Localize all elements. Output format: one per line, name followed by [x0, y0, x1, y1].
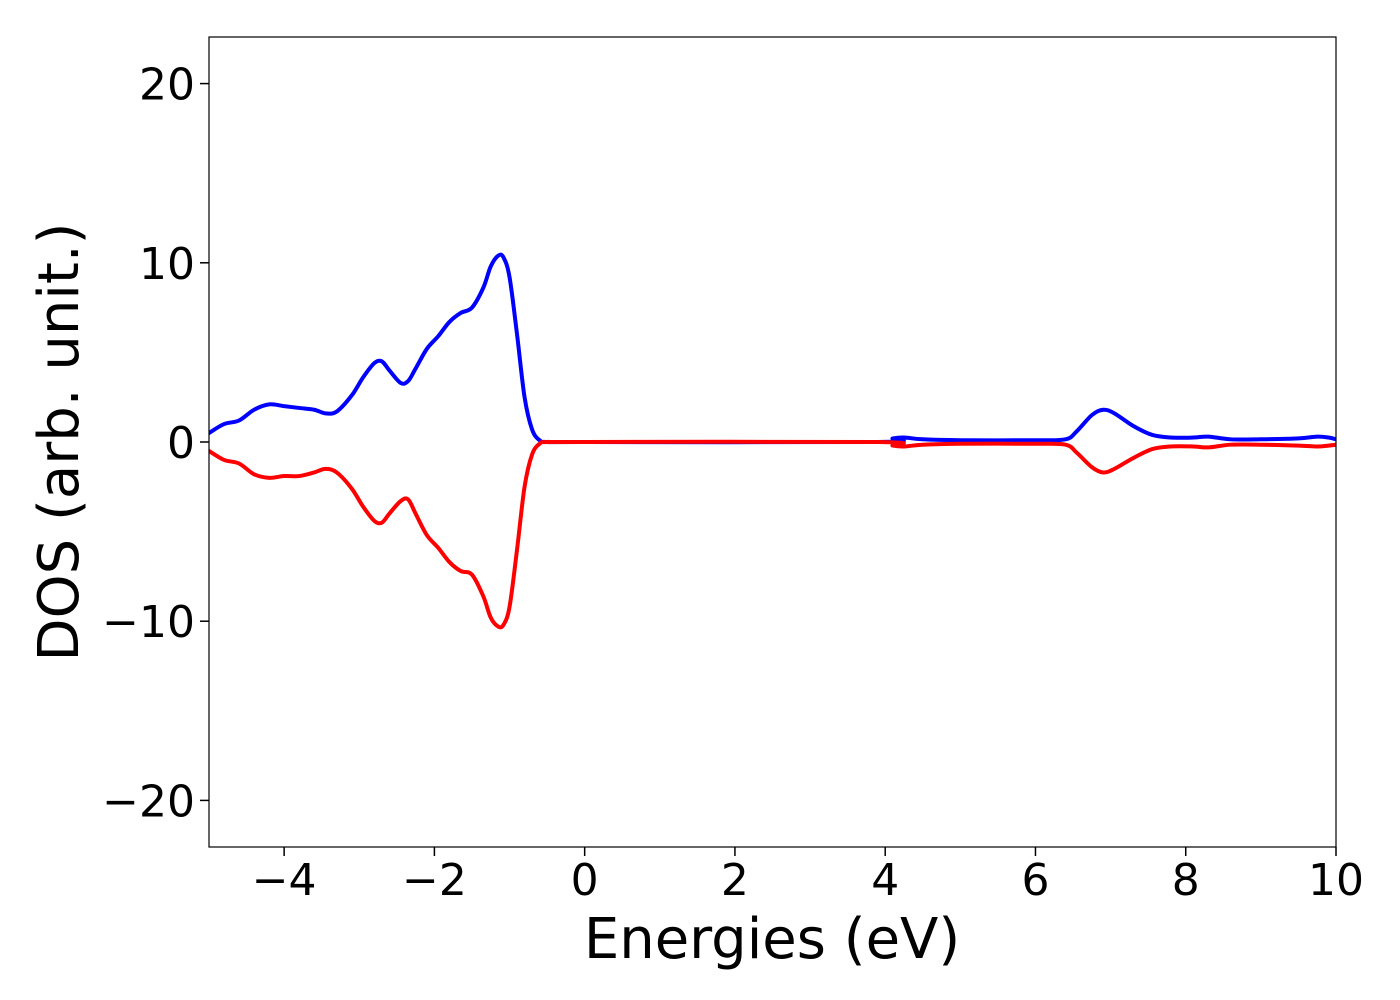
series-line-2 — [209, 439, 1336, 630]
x-tick-label: 0 — [571, 855, 599, 906]
x-tick-label: 8 — [1172, 855, 1200, 906]
y-tick-label: 0 — [167, 418, 195, 469]
y-tick-label: 20 — [139, 60, 195, 111]
y-axis-label: DOS (arb. unit.) — [27, 222, 92, 661]
x-tick-label: −2 — [402, 855, 467, 906]
y-tick-label: −10 — [102, 597, 195, 648]
x-tick-label: −4 — [252, 855, 317, 906]
x-tick-label: 4 — [871, 855, 899, 906]
x-tick-label: 2 — [721, 855, 749, 906]
series-line-1 — [209, 252, 1336, 445]
series-layer — [209, 252, 1336, 630]
x-tick-label: 10 — [1308, 855, 1364, 906]
y-tick-label: 10 — [139, 239, 195, 290]
x-axis-ticks: −4 −2 0 2 4 6 8 10 — [252, 847, 1364, 906]
y-tick-label: −20 — [102, 776, 195, 827]
y-axis-ticks: −20 −10 0 10 20 — [102, 60, 209, 827]
x-axis-label: Energies (eV) — [584, 907, 960, 972]
x-tick-label: 6 — [1021, 855, 1049, 906]
